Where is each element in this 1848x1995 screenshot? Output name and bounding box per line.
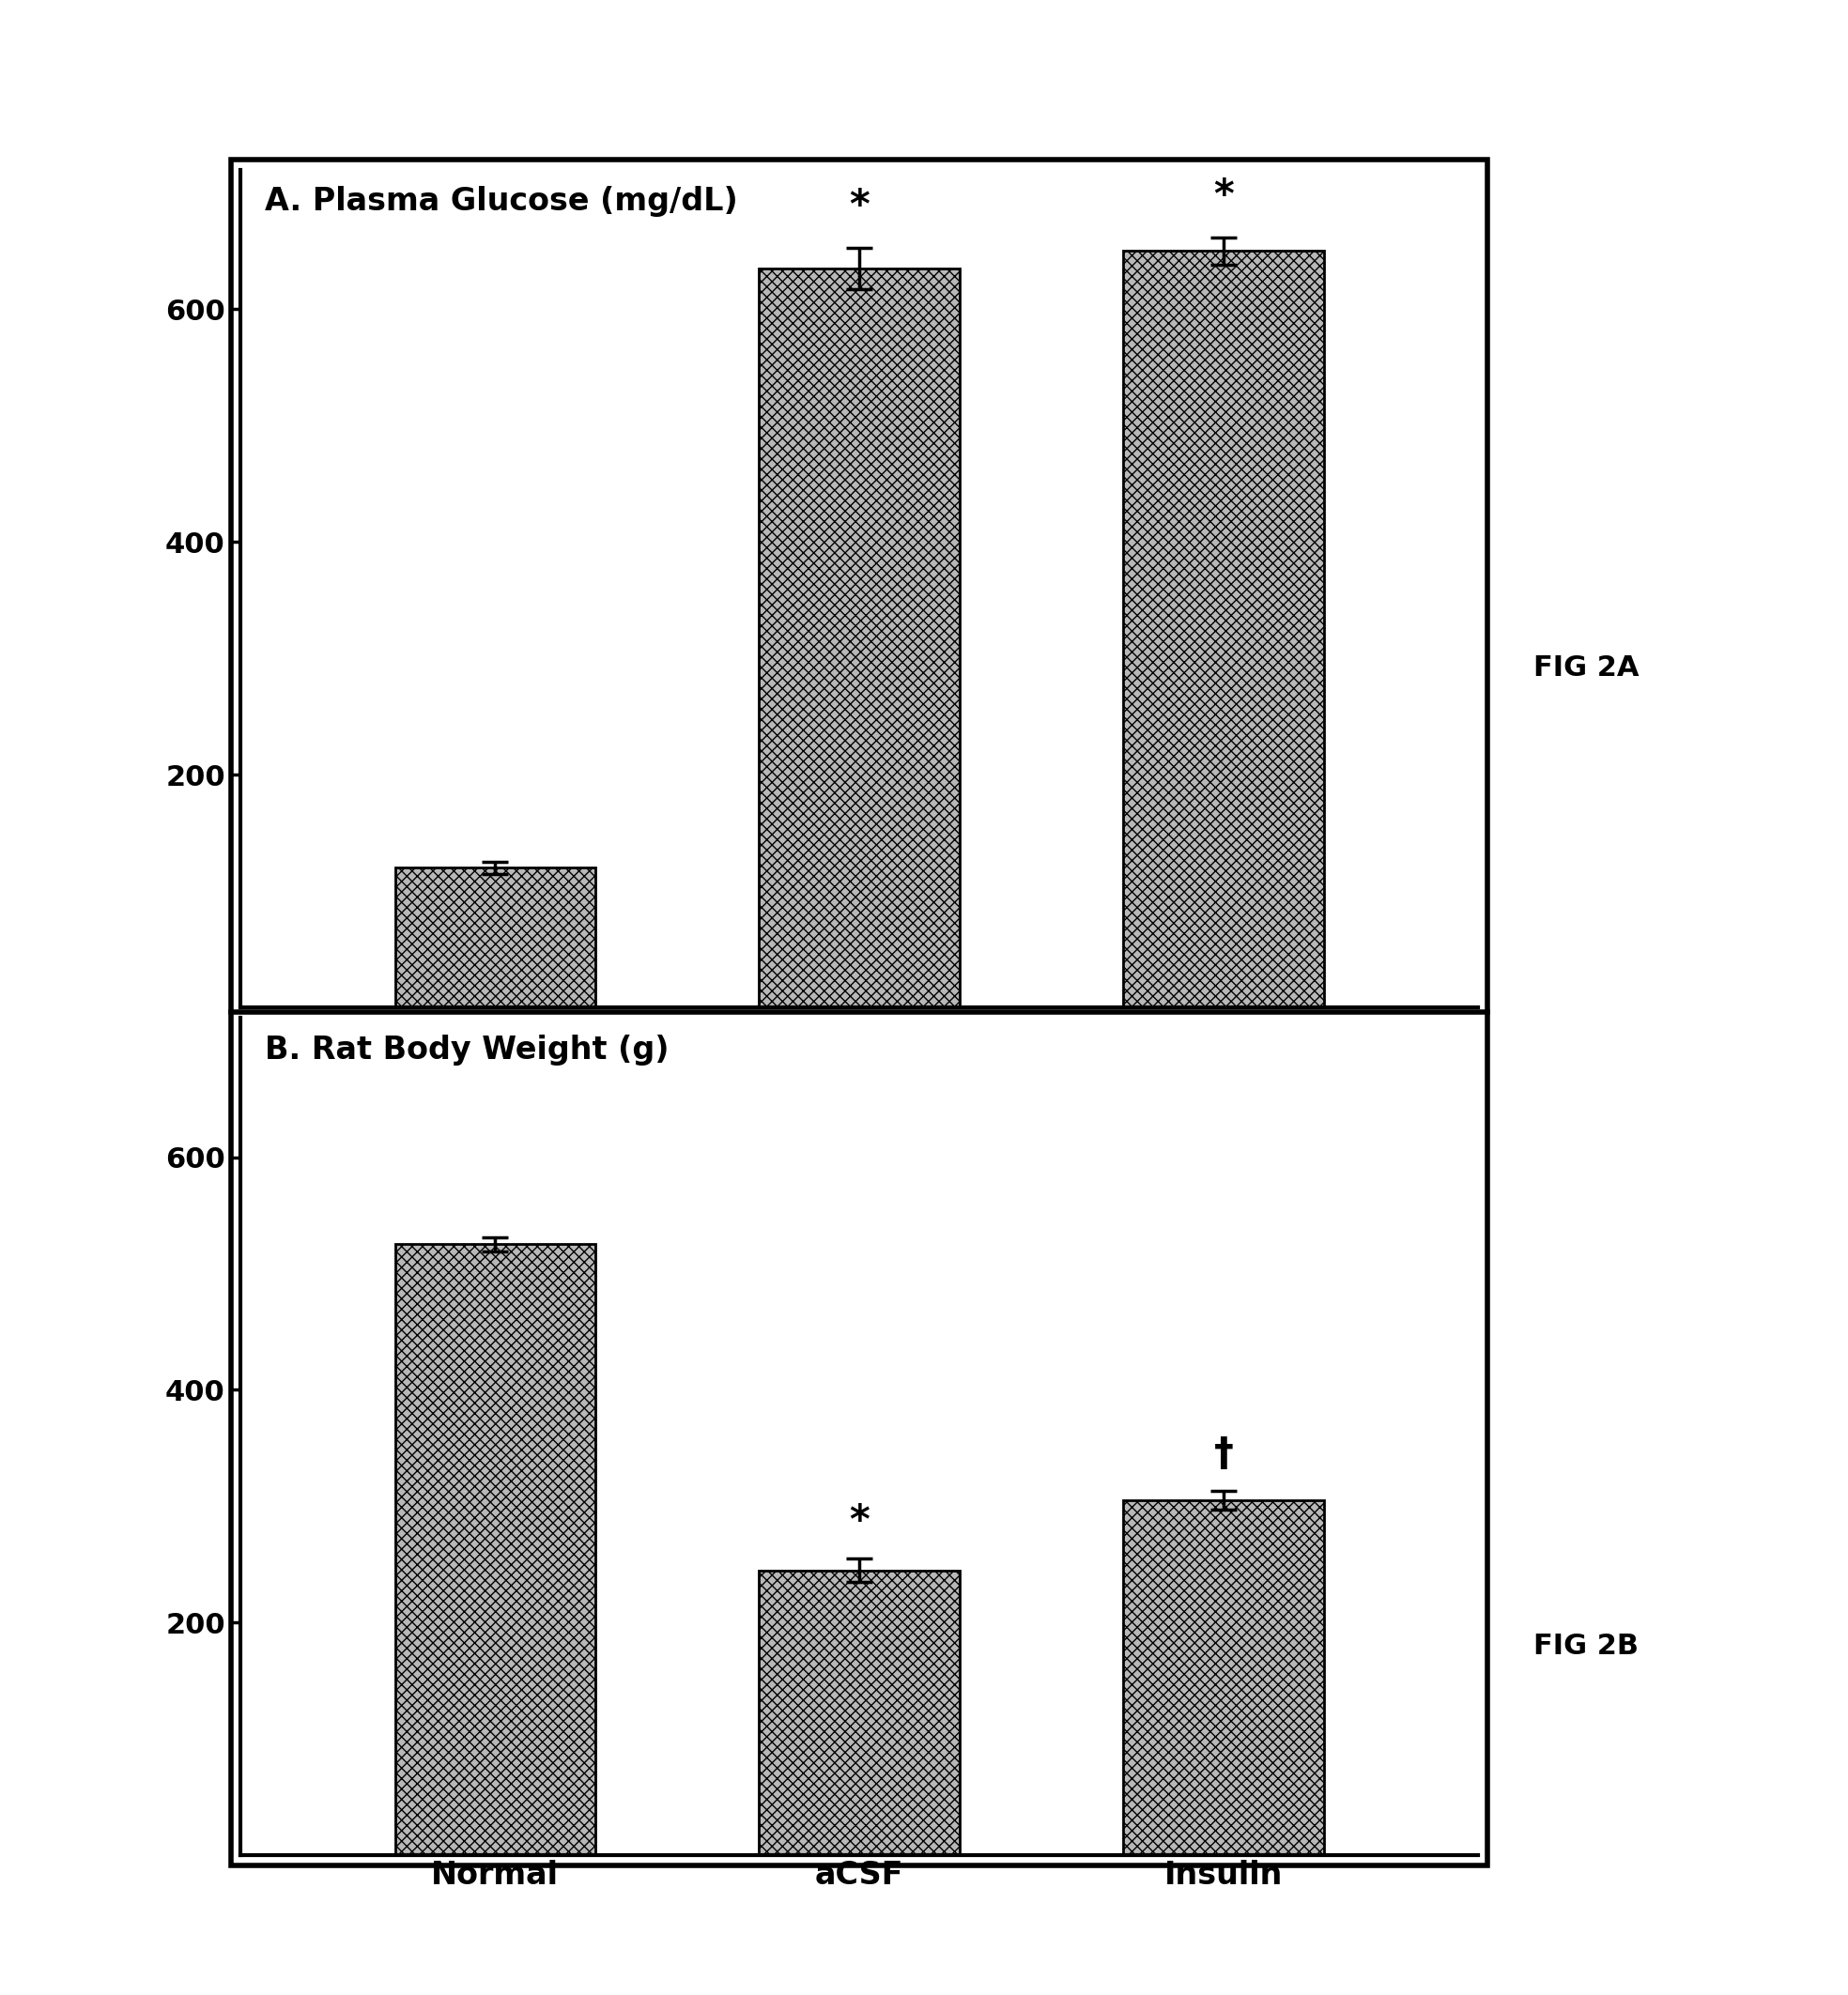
Text: †: † (1214, 1434, 1233, 1474)
Bar (1124, 251, 1323, 1007)
Bar (760, 1570, 959, 1855)
Text: *: * (848, 188, 870, 227)
Text: FIG 2A: FIG 2A (1534, 654, 1639, 682)
Bar (1124, 1500, 1323, 1855)
Bar (395, 868, 595, 1007)
Text: A. Plasma Glucose (mg/dL): A. Plasma Glucose (mg/dL) (264, 186, 737, 217)
Text: B. Rat Body Weight (g): B. Rat Body Weight (g) (264, 1033, 669, 1065)
Text: FIG 2B: FIG 2B (1534, 1632, 1639, 1660)
Text: *: * (1214, 178, 1234, 215)
Bar (395, 1245, 595, 1855)
Bar (760, 269, 959, 1007)
Text: *: * (848, 1502, 870, 1540)
